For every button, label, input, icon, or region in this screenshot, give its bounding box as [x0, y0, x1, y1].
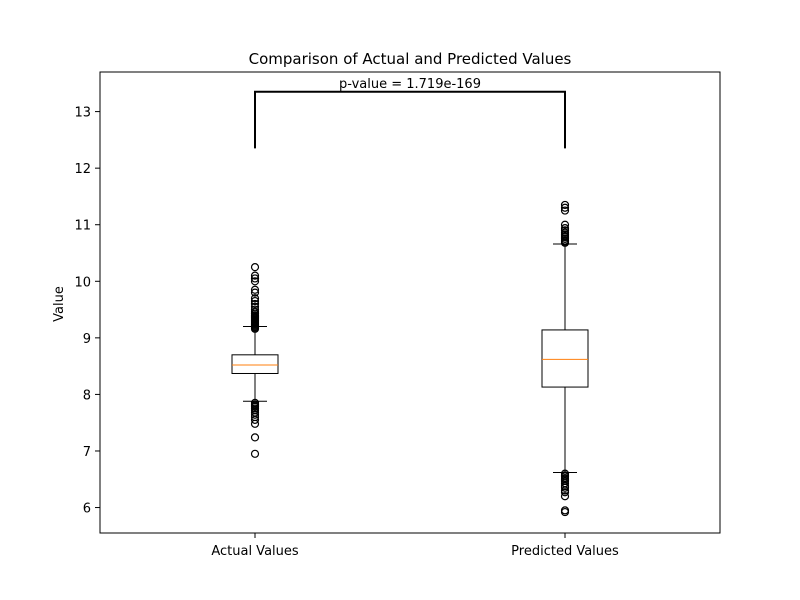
y-tick-label: 6: [83, 502, 91, 517]
plot-frame: [99, 71, 721, 534]
y-tick-label: 7: [83, 445, 91, 460]
y-tick-label: 11: [74, 219, 91, 234]
significance-bracket: [254, 90, 566, 149]
outlier-point: [560, 226, 570, 235]
outlier-point: [560, 492, 570, 501]
outlier-point: [250, 449, 260, 458]
outlier-point: [250, 294, 260, 303]
outlier-point: [560, 507, 570, 517]
outlier-point: [560, 228, 570, 237]
outlier-point: [250, 263, 260, 272]
iqr-box: [231, 354, 279, 374]
y-axis-label: Value: [52, 286, 67, 322]
chart-title: Comparison of Actual and Predicted Value…: [249, 50, 572, 68]
outlier-point: [250, 285, 260, 294]
outlier-point: [250, 271, 260, 280]
y-tick-label: 13: [74, 106, 91, 121]
p-value-annotation: p-value = 1.719e-169: [339, 77, 481, 92]
outlier-point: [560, 224, 570, 233]
plot-area: 6 7 8 9 10 11 12 13 Actual Values Predicted Value…: [74, 77, 619, 559]
iqr-box: [541, 329, 589, 388]
outlier-point: [560, 488, 570, 497]
outlier-point: [560, 206, 570, 215]
outlier-point: [250, 302, 260, 311]
y-tick-label: 8: [83, 388, 91, 403]
outlier-point: [250, 415, 260, 424]
outlier-point: [250, 433, 260, 442]
outlier-point: [250, 419, 260, 428]
outlier-point: [560, 203, 570, 212]
outlier-point: [250, 277, 260, 286]
y-tick-label: 10: [74, 275, 91, 290]
outlier-point: [250, 299, 260, 309]
y-tick-label: 9: [83, 332, 91, 347]
outlier-point: [250, 307, 260, 316]
outlier-point: [250, 288, 260, 297]
outlier-point: [250, 296, 260, 306]
x-tick-label: Predicted Values: [511, 544, 619, 559]
outlier-point: [560, 200, 570, 210]
y-tick-label: 12: [74, 162, 91, 177]
outlier-point: [250, 305, 260, 314]
outlier-point: [250, 274, 260, 283]
outlier-point: [560, 220, 570, 229]
outlier-point: [560, 483, 570, 492]
x-tick-label: Actual Values: [211, 544, 299, 559]
outlier-point: [250, 410, 260, 419]
